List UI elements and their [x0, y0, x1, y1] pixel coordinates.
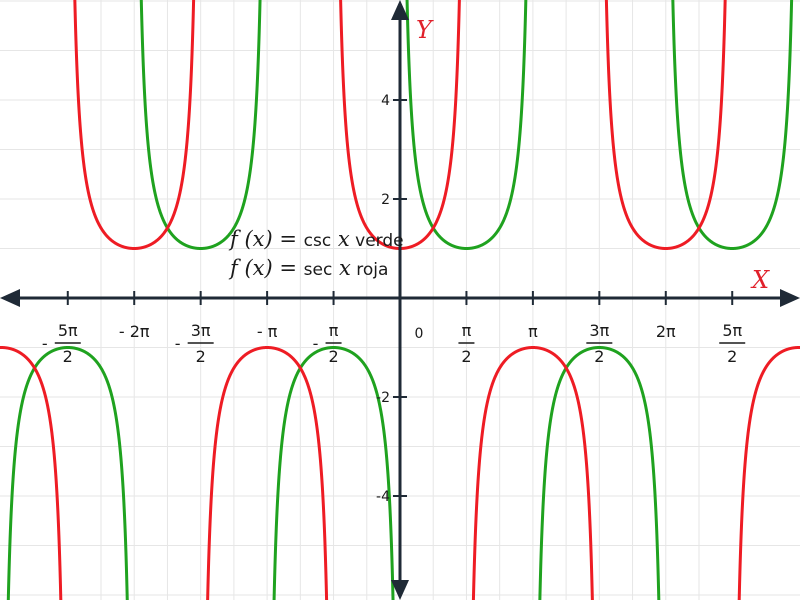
origin-label: 0	[415, 326, 424, 342]
x-tick-denominator: 2	[63, 347, 73, 366]
x-tick-numerator: 3π	[191, 321, 211, 340]
x-tick-fraction: 5π 2-	[42, 321, 81, 366]
y-tick-label: 4	[381, 93, 390, 109]
x-axis-left-arrow-icon	[0, 289, 20, 307]
y-axis-label: Y	[416, 16, 434, 44]
curve-sec	[737, 346, 800, 600]
x-tick-fraction: 3π 2-	[175, 321, 214, 366]
x-tick-fraction: 3π2	[586, 321, 613, 366]
curve-csc	[139, 0, 262, 250]
x-tick-numerator: 5π	[722, 321, 742, 340]
x-tick-sign: -	[175, 334, 181, 353]
x-tick-denominator: 2	[594, 347, 604, 366]
legend-entry-sec: f (x) = sec x roja	[228, 256, 388, 280]
y-tick-label: -4	[376, 489, 390, 505]
x-tick-denominator: 2	[727, 347, 737, 366]
x-tick-numerator: π	[462, 321, 472, 340]
x-tick-sign: -	[42, 334, 48, 353]
x-tick-numerator: 3π	[589, 321, 609, 340]
curve-csc	[405, 0, 528, 250]
x-tick-numerator: π	[329, 321, 339, 340]
x-tick-label: 2π	[656, 322, 676, 341]
x-tick-fraction: π 2-	[313, 321, 342, 366]
y-tick-label: 2	[381, 192, 390, 208]
y-axis-up-arrow-icon	[391, 0, 409, 20]
x-tick-denominator: 2	[196, 347, 206, 366]
curve-sec	[471, 346, 594, 600]
x-tick-fraction: π2	[458, 321, 475, 366]
x-tick-fraction: 5π2	[719, 321, 746, 366]
curve-csc	[538, 346, 661, 600]
legend: f (x) = csc x verde f (x) = sec x roja	[228, 227, 404, 280]
curve-sec	[73, 0, 196, 250]
curve-sec	[604, 0, 727, 250]
curve-sec	[206, 346, 329, 600]
x-tick-denominator: 2	[328, 347, 338, 366]
x-axis-right-arrow-icon	[780, 289, 800, 307]
x-tick-numerator: 5π	[58, 321, 78, 340]
x-tick-label: - 2π	[119, 322, 150, 341]
x-tick-sign: -	[313, 334, 319, 353]
curve-csc	[272, 346, 395, 600]
curve-csc	[671, 0, 794, 250]
y-axis-down-arrow-icon	[391, 580, 409, 600]
y-tick-label: -2	[376, 390, 390, 406]
x-tick-label: - π	[257, 322, 278, 341]
curve-sec	[0, 346, 63, 600]
x-tick-denominator: 2	[461, 347, 471, 366]
x-axis-label: X	[750, 266, 770, 294]
legend-entry-csc: f (x) = csc x verde	[228, 227, 404, 251]
x-tick-label: π	[528, 322, 538, 341]
curve-csc	[6, 346, 129, 600]
